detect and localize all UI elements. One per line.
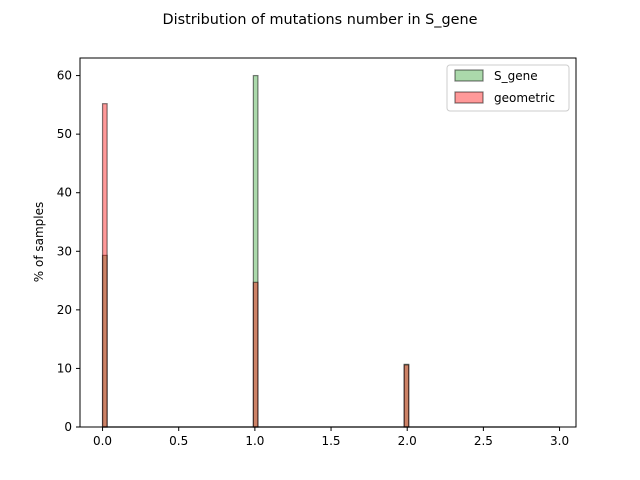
legend-label-S_gene: S_gene [494, 69, 538, 83]
y-tick-label: 10 [57, 361, 72, 375]
y-tick-label: 40 [57, 186, 72, 200]
y-tick-label: 60 [57, 69, 72, 83]
y-tick-label: 50 [57, 127, 72, 141]
chart-title: Distribution of mutations number in S_ge… [163, 12, 478, 28]
x-tick-label: 0.0 [93, 434, 112, 448]
y-axis-label: % of samples [32, 202, 46, 282]
bars-layer [101, 74, 560, 428]
x-tick-label: 3.0 [550, 434, 569, 448]
y-tick-label: 0 [64, 420, 72, 434]
x-tick-label: 2.5 [474, 434, 493, 448]
legend: S_gene geometric [446, 64, 570, 112]
x-tick-label: 0.5 [169, 434, 188, 448]
legend-swatch-S_gene [454, 69, 484, 82]
bar-geometric-0 [101, 103, 108, 428]
bar-geometric-1 [252, 281, 259, 428]
axes: 0.0 0.5 1.0 1.5 2.0 2.5 3.0 0 10 20 30 40 50 60 [57, 57, 577, 448]
x-tick-label: 2.0 [398, 434, 417, 448]
x-tick-label: 1.5 [321, 434, 340, 448]
y-tick-label: 30 [57, 244, 72, 258]
x-tick-label: 1.0 [245, 434, 264, 448]
legend-box [446, 64, 570, 112]
legend-swatch-geometric [454, 91, 484, 104]
legend-label-geometric: geometric [494, 91, 555, 105]
bar-geometric-2 [403, 364, 410, 428]
y-tick-label: 20 [57, 303, 72, 317]
plot-frame [79, 57, 577, 428]
